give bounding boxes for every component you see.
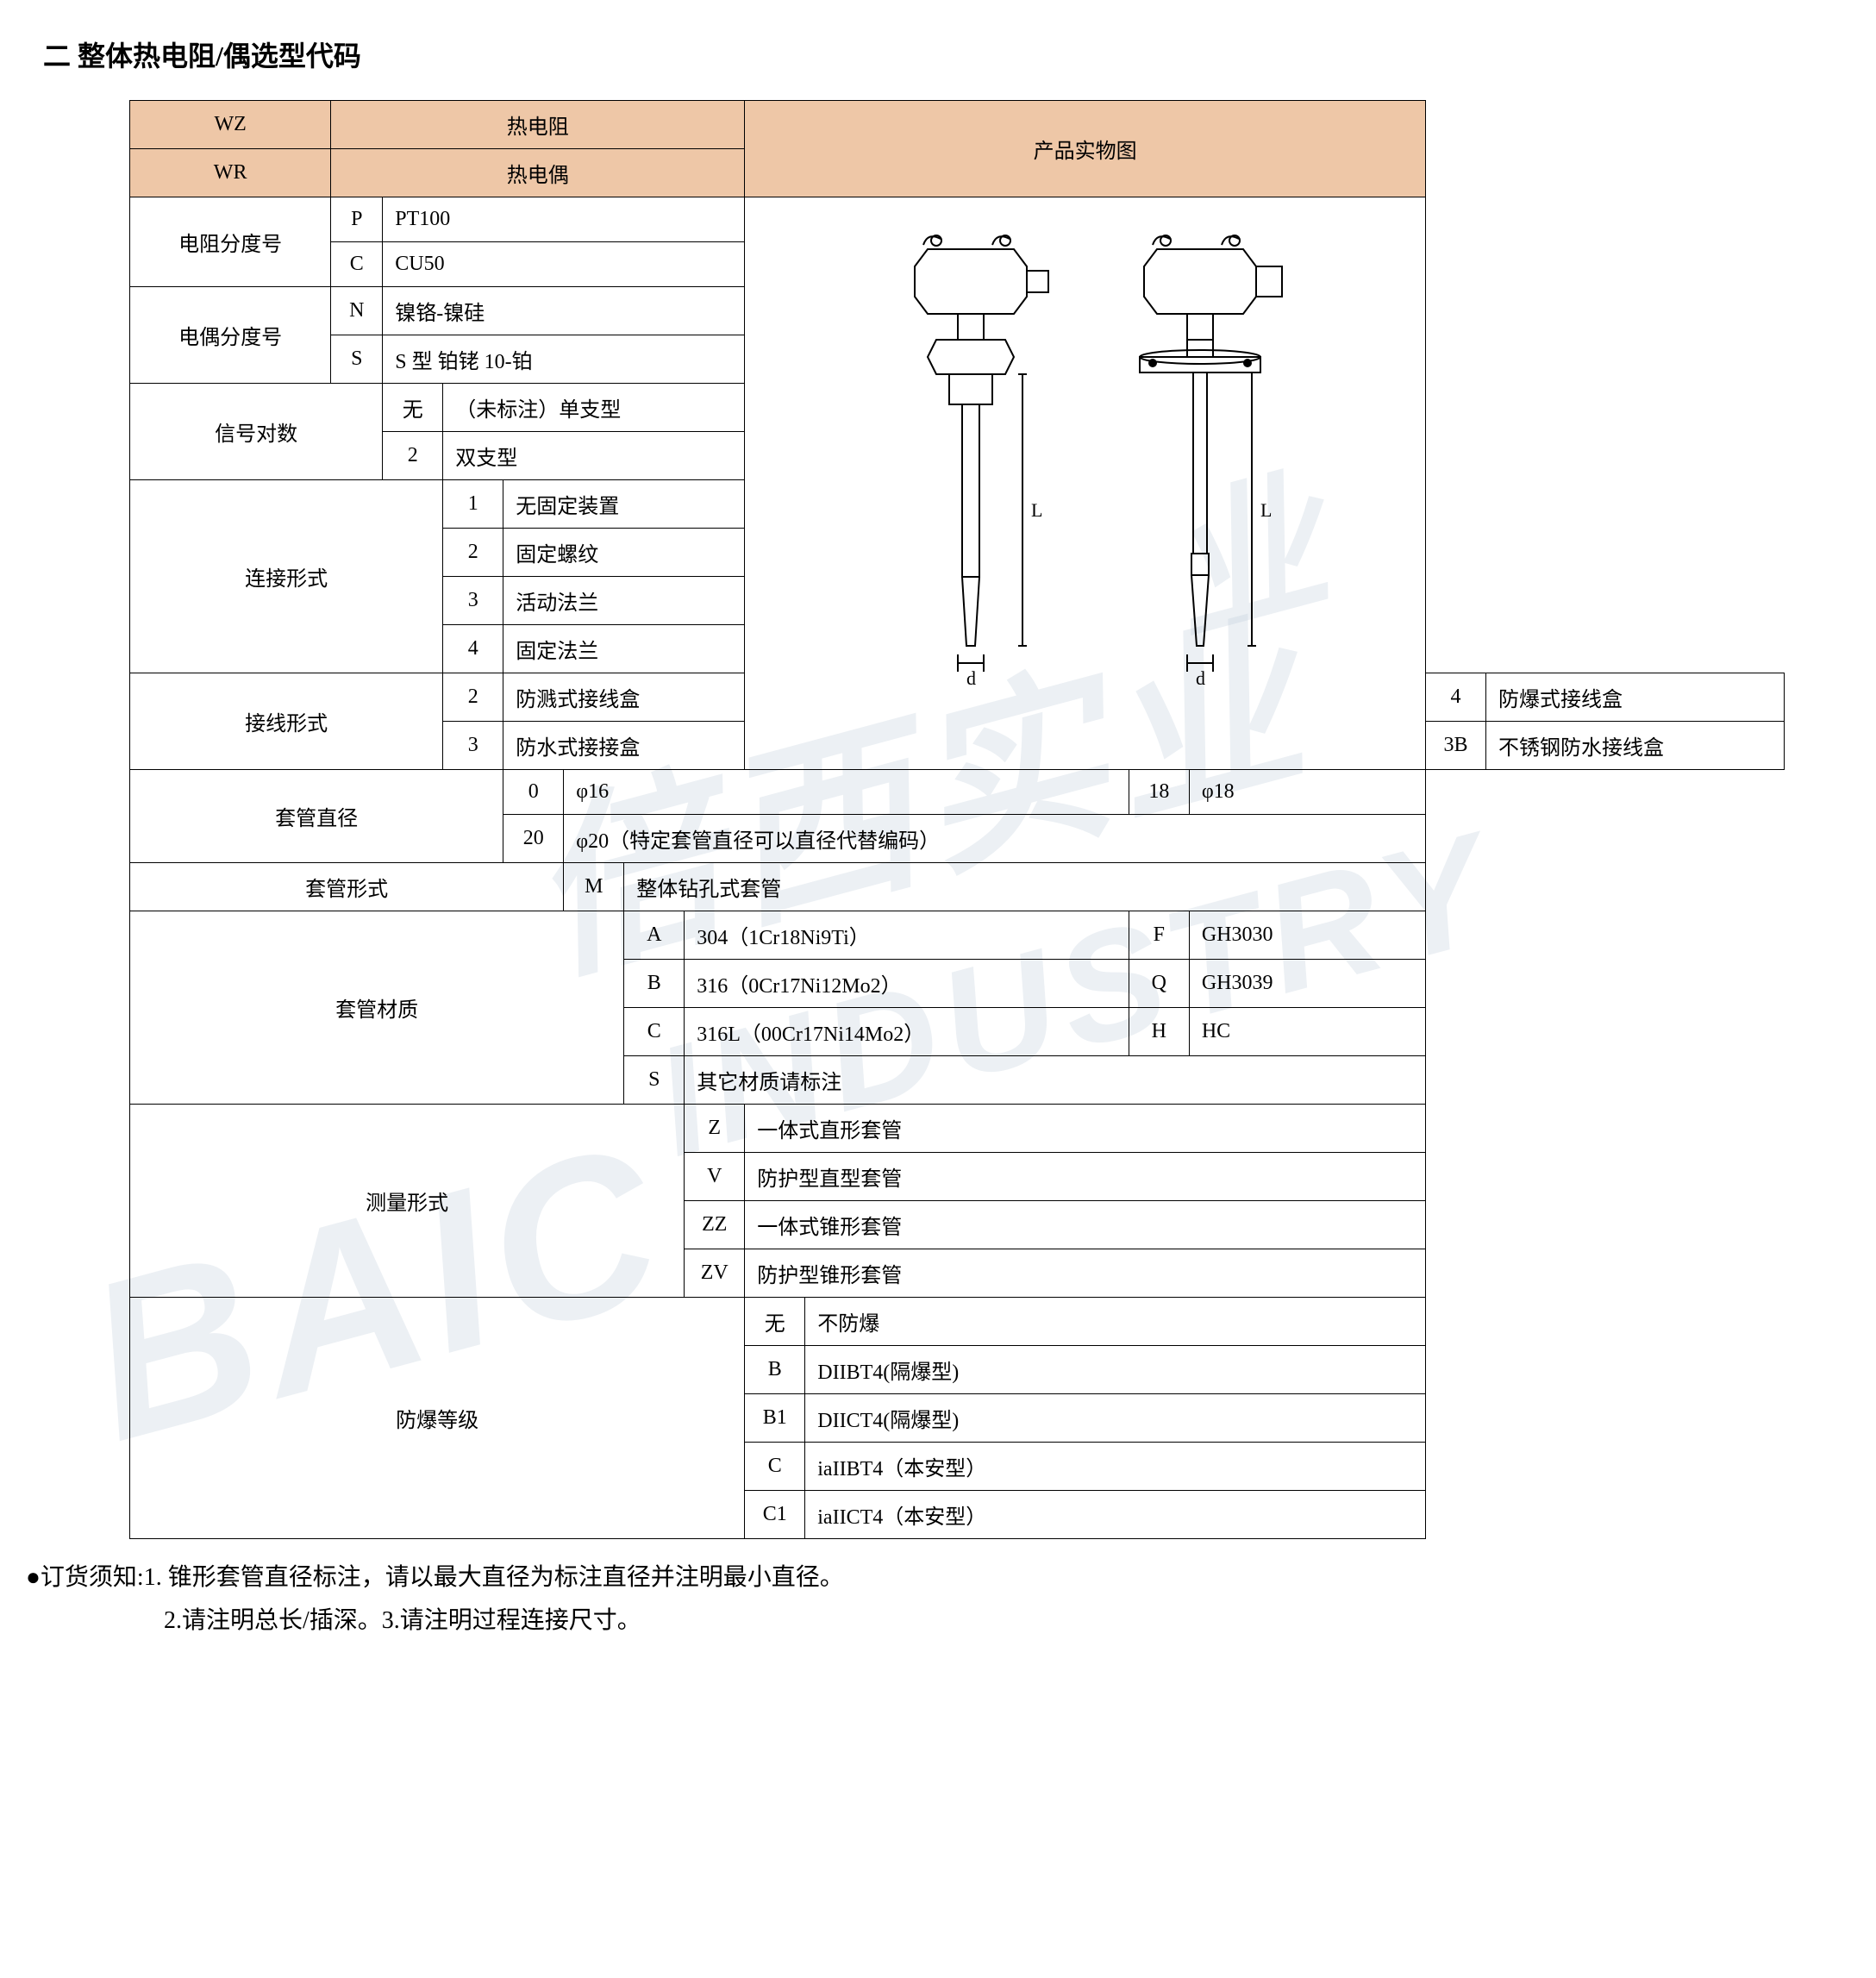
code: F (1129, 911, 1189, 960)
code: M (564, 863, 624, 911)
desc: DIIBT4(隔爆型) (805, 1346, 1426, 1394)
label-couple: 电偶分度号 (130, 287, 331, 384)
desc: φ18 (1189, 770, 1425, 815)
code: 3B (1425, 722, 1485, 770)
desc: iaIICT4（本安型） (805, 1491, 1426, 1539)
desc: GH3039 (1189, 960, 1425, 1008)
label-signal: 信号对数 (130, 384, 383, 480)
desc: 316L（00Cr17Ni14Mo2） (685, 1008, 1129, 1056)
hdr-wr-code: WR (130, 149, 331, 197)
label-connection: 连接形式 (130, 480, 443, 673)
probe-diagram-1: L d (876, 215, 1066, 698)
code: 4 (443, 625, 503, 673)
code: 0 (503, 770, 564, 815)
code: C (624, 1008, 685, 1056)
code: S (624, 1056, 685, 1105)
code: 18 (1129, 770, 1189, 815)
code: B (624, 960, 685, 1008)
desc: 活动法兰 (503, 577, 745, 625)
desc: HC (1189, 1008, 1425, 1056)
code: 2 (443, 673, 503, 722)
code: S (331, 335, 383, 384)
dim-l2: L (1260, 499, 1272, 521)
code: B (745, 1346, 805, 1394)
code: P (331, 197, 383, 242)
code: B1 (745, 1394, 805, 1443)
dim-d: d (966, 667, 976, 689)
desc: 防护型锥形套管 (745, 1249, 1426, 1298)
desc: 不锈钢防水接线盒 (1485, 722, 1784, 770)
label-measure: 测量形式 (130, 1105, 685, 1298)
product-diagram-cell: L d (745, 197, 1426, 770)
code: 无 (383, 384, 443, 432)
spec-table: WZ 热电阻 产品实物图 WR 热电偶 电阻分度号 P PT100 (129, 100, 1785, 1539)
code: C (745, 1443, 805, 1491)
desc: 防护型直型套管 (745, 1153, 1426, 1201)
code: 4 (1425, 673, 1485, 722)
code: ZZ (685, 1201, 745, 1249)
code: Q (1129, 960, 1189, 1008)
code: 3 (443, 722, 503, 770)
desc: S 型 铂铑 10-铂 (383, 335, 745, 384)
hdr-product-image: 产品实物图 (745, 101, 1426, 197)
label-tube-mat: 套管材质 (130, 911, 624, 1105)
desc: 镍铬-镍硅 (383, 287, 745, 335)
label-wiring: 接线形式 (130, 673, 443, 770)
code: V (685, 1153, 745, 1201)
desc: 316（0Cr17Ni12Mo2） (685, 960, 1129, 1008)
code: ZV (685, 1249, 745, 1298)
code: 3 (443, 577, 503, 625)
hdr-wr-label: 热电偶 (331, 149, 745, 197)
desc: 固定螺纹 (503, 529, 745, 577)
code: C (331, 242, 383, 287)
desc: DIICT4(隔爆型) (805, 1394, 1426, 1443)
label-tube-dia: 套管直径 (130, 770, 503, 863)
desc: PT100 (383, 197, 745, 242)
desc: iaIIBT4（本安型） (805, 1443, 1426, 1491)
desc: 防爆式接线盒 (1485, 673, 1784, 722)
code: A (624, 911, 685, 960)
label-explosion: 防爆等级 (130, 1298, 745, 1539)
desc: 304（1Cr18Ni9Ti） (685, 911, 1129, 960)
order-notes: ●订货须知:1. 锥形套管直径标注，请以最大直径为标注直径并注明最小直径。 2.… (26, 1556, 1850, 1643)
code: 2 (383, 432, 443, 480)
hdr-wz-label: 热电阻 (331, 101, 745, 149)
note-line-1: ●订货须知:1. 锥形套管直径标注，请以最大直径为标注直径并注明最小直径。 (26, 1556, 1850, 1599)
code: 2 (443, 529, 503, 577)
code: Z (685, 1105, 745, 1153)
desc: （未标注）单支型 (443, 384, 745, 432)
note-line-2: 2.请注明总长/插深。3.请注明过程连接尺寸。 (26, 1599, 1850, 1643)
desc: 其它材质请标注 (685, 1056, 1426, 1105)
desc: 不防爆 (805, 1298, 1426, 1346)
desc: 一体式直形套管 (745, 1105, 1426, 1153)
desc: φ20（特定套管直径可以直径代替编码） (564, 815, 1426, 863)
desc: GH3030 (1189, 911, 1425, 960)
dim-l: L (1031, 499, 1042, 521)
code: H (1129, 1008, 1189, 1056)
dim-d2: d (1196, 667, 1205, 689)
desc: 整体钻孔式套管 (624, 863, 1426, 911)
desc: CU50 (383, 242, 745, 287)
label-resistance: 电阻分度号 (130, 197, 331, 287)
code: C1 (745, 1491, 805, 1539)
code: 1 (443, 480, 503, 529)
hdr-wz-code: WZ (130, 101, 331, 149)
code: 20 (503, 815, 564, 863)
label-tube-form: 套管形式 (130, 863, 564, 911)
desc: 双支型 (443, 432, 745, 480)
code: 无 (745, 1298, 805, 1346)
probe-diagram-2: L d (1105, 215, 1295, 698)
spec-table-wrap: WZ 热电阻 产品实物图 WR 热电偶 电阻分度号 P PT100 (129, 100, 1850, 1539)
desc: 固定法兰 (503, 625, 745, 673)
section-title: 二 整体热电阻/偶选型代码 (26, 34, 1850, 74)
code: N (331, 287, 383, 335)
desc: 无固定装置 (503, 480, 745, 529)
desc: φ16 (564, 770, 1129, 815)
desc: 一体式锥形套管 (745, 1201, 1426, 1249)
